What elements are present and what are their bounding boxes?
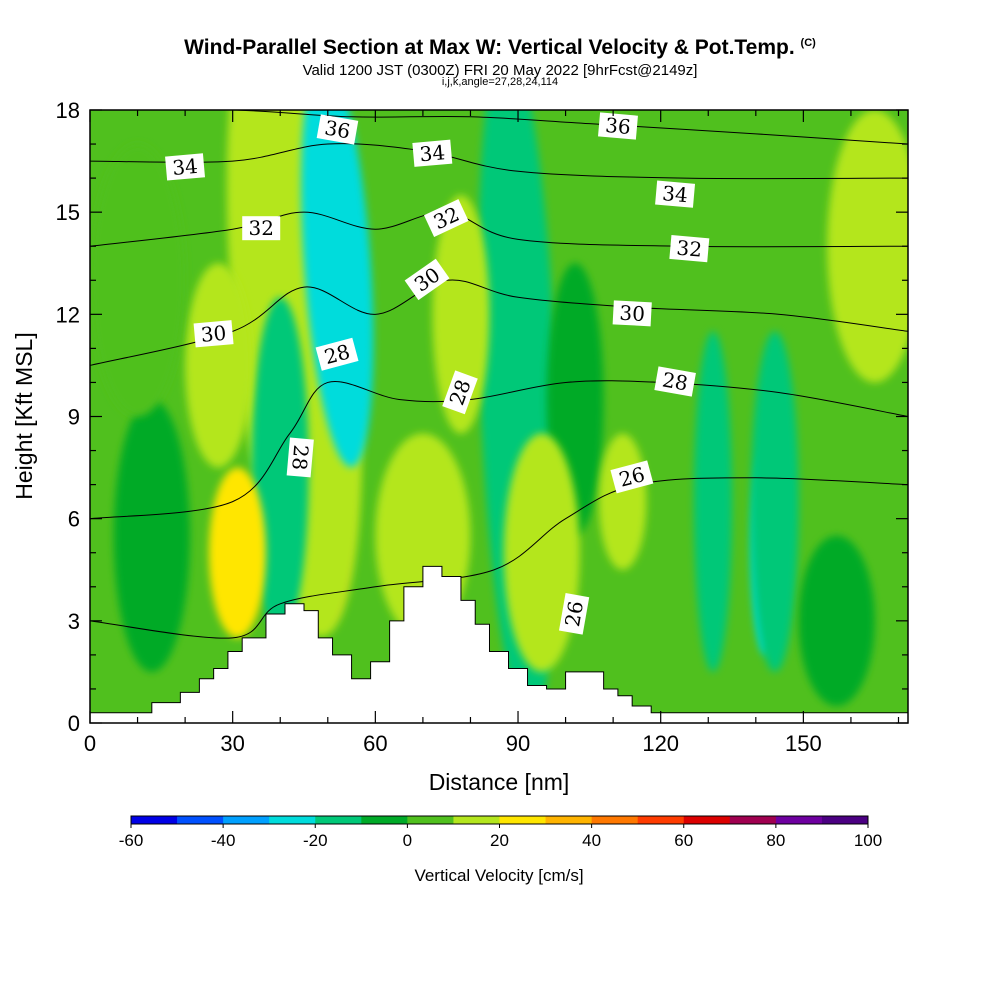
colorbar-swatch bbox=[821, 816, 869, 824]
colorbar-swatch bbox=[315, 816, 362, 824]
contour-line-26 bbox=[90, 477, 908, 639]
colorbar-swatch bbox=[177, 816, 224, 824]
colorbar-tick-label: 0 bbox=[403, 831, 412, 850]
x-tick-label: 60 bbox=[363, 731, 387, 756]
contour-label: 28 bbox=[286, 437, 314, 478]
x-tick-label: 90 bbox=[506, 731, 530, 756]
contour-label-text: 30 bbox=[200, 321, 227, 347]
velocity-cell bbox=[208, 467, 266, 638]
velocity-cell bbox=[798, 535, 875, 706]
x-axis-title: Distance [nm] bbox=[429, 769, 570, 795]
contour-label-text: 30 bbox=[619, 301, 646, 326]
contour-label: 34 bbox=[655, 180, 696, 208]
colorbar-swatch bbox=[407, 816, 454, 824]
velocity-cell bbox=[598, 433, 647, 570]
x-tick-label: 30 bbox=[220, 731, 244, 756]
velocity-cell bbox=[751, 331, 799, 672]
y-tick-label: 3 bbox=[68, 609, 80, 634]
contour-label: 28 bbox=[315, 337, 359, 371]
y-tick-label: 12 bbox=[56, 302, 80, 327]
colorbar-swatch bbox=[361, 816, 408, 824]
contour-line-36 bbox=[90, 110, 908, 145]
colorbar-swatch bbox=[775, 816, 823, 824]
colorbar-swatch bbox=[637, 816, 685, 824]
colorbar-tick-label: 100 bbox=[854, 831, 882, 850]
contour-label-text: 36 bbox=[604, 113, 631, 139]
contour-label: 30 bbox=[193, 320, 234, 348]
terrain-silhouette bbox=[90, 565, 908, 723]
y-tick-label: 0 bbox=[68, 711, 80, 736]
contour-label-text: 34 bbox=[419, 140, 446, 166]
contour-label: 32 bbox=[242, 216, 281, 241]
velocity-cell bbox=[503, 433, 580, 672]
contour-line-28 bbox=[90, 380, 908, 520]
colorbar-tick-label: 60 bbox=[674, 831, 693, 850]
contour-label: 36 bbox=[598, 112, 638, 140]
y-axis-title: Height [Kft MSL] bbox=[11, 332, 37, 499]
velocity-cell bbox=[185, 263, 252, 468]
contour-label-text: 26 bbox=[560, 599, 588, 628]
velocity-cell bbox=[90, 144, 186, 417]
contour-label: 26 bbox=[610, 460, 654, 494]
contour-label-text: 28 bbox=[661, 367, 690, 395]
x-tick-label: 150 bbox=[785, 731, 822, 756]
contour-label: 32 bbox=[669, 235, 710, 263]
colorbar-tick-label: -60 bbox=[119, 831, 144, 850]
colorbar: -60 -40 -20 0 20 40 60 80 100 bbox=[119, 815, 882, 850]
velocity-cell bbox=[301, 110, 374, 468]
contour-label-text: 34 bbox=[171, 154, 198, 180]
velocity-cell bbox=[113, 399, 190, 672]
contour-label: 26 bbox=[558, 593, 590, 635]
contour-label: 30 bbox=[612, 300, 652, 327]
colorbar-swatch bbox=[269, 816, 316, 824]
contour-label: 36 bbox=[316, 114, 359, 145]
colorbar-swatch bbox=[545, 816, 593, 824]
contour-label: 28 bbox=[654, 366, 696, 397]
contour-label-text: 28 bbox=[287, 444, 313, 471]
colorbar-swatch bbox=[453, 816, 500, 824]
colorbar-tick-label: 40 bbox=[582, 831, 601, 850]
contour-label-text: 36 bbox=[323, 115, 352, 143]
velocity-cell bbox=[693, 331, 733, 672]
chart-subtitle: Valid 1200 JST (0300Z) FRI 20 May 2022 [… bbox=[302, 62, 698, 79]
colorbar-tick-label: 20 bbox=[490, 831, 509, 850]
colorbar-swatch bbox=[683, 816, 731, 824]
velocity-cell bbox=[432, 195, 490, 434]
x-axis: 0 30 60 90 120 150 bbox=[84, 110, 900, 756]
contour-label: 34 bbox=[412, 139, 453, 167]
colorbar-swatch bbox=[729, 816, 777, 824]
contour-label-text: 34 bbox=[661, 181, 688, 207]
colorbar-swatch bbox=[131, 816, 178, 824]
colorbar-swatch bbox=[223, 816, 270, 824]
contour-label-text: 32 bbox=[676, 236, 703, 262]
chart-grid-indices: i,j,k,angle=27,28,24,114 bbox=[441, 76, 559, 88]
y-tick-label: 15 bbox=[56, 200, 80, 225]
chart-title: Wind-Parallel Section at Max W: Vertical… bbox=[184, 36, 816, 59]
colorbar-tick-label: 80 bbox=[766, 831, 785, 850]
y-tick-label: 18 bbox=[56, 98, 80, 123]
colorbar-tick-label: -20 bbox=[303, 831, 328, 850]
y-tick-label: 6 bbox=[68, 507, 80, 532]
x-tick-label: 120 bbox=[642, 731, 679, 756]
colorbar-swatch bbox=[591, 816, 639, 824]
colorbar-swatch bbox=[499, 816, 547, 824]
contour-label: 34 bbox=[165, 153, 206, 181]
x-tick-label: 0 bbox=[84, 731, 96, 756]
colorbar-title: Vertical Velocity [cm/s] bbox=[414, 866, 583, 885]
colorbar-tick-label: -40 bbox=[211, 831, 236, 850]
contour-label-text: 32 bbox=[248, 216, 273, 240]
y-tick-label: 9 bbox=[68, 405, 80, 430]
